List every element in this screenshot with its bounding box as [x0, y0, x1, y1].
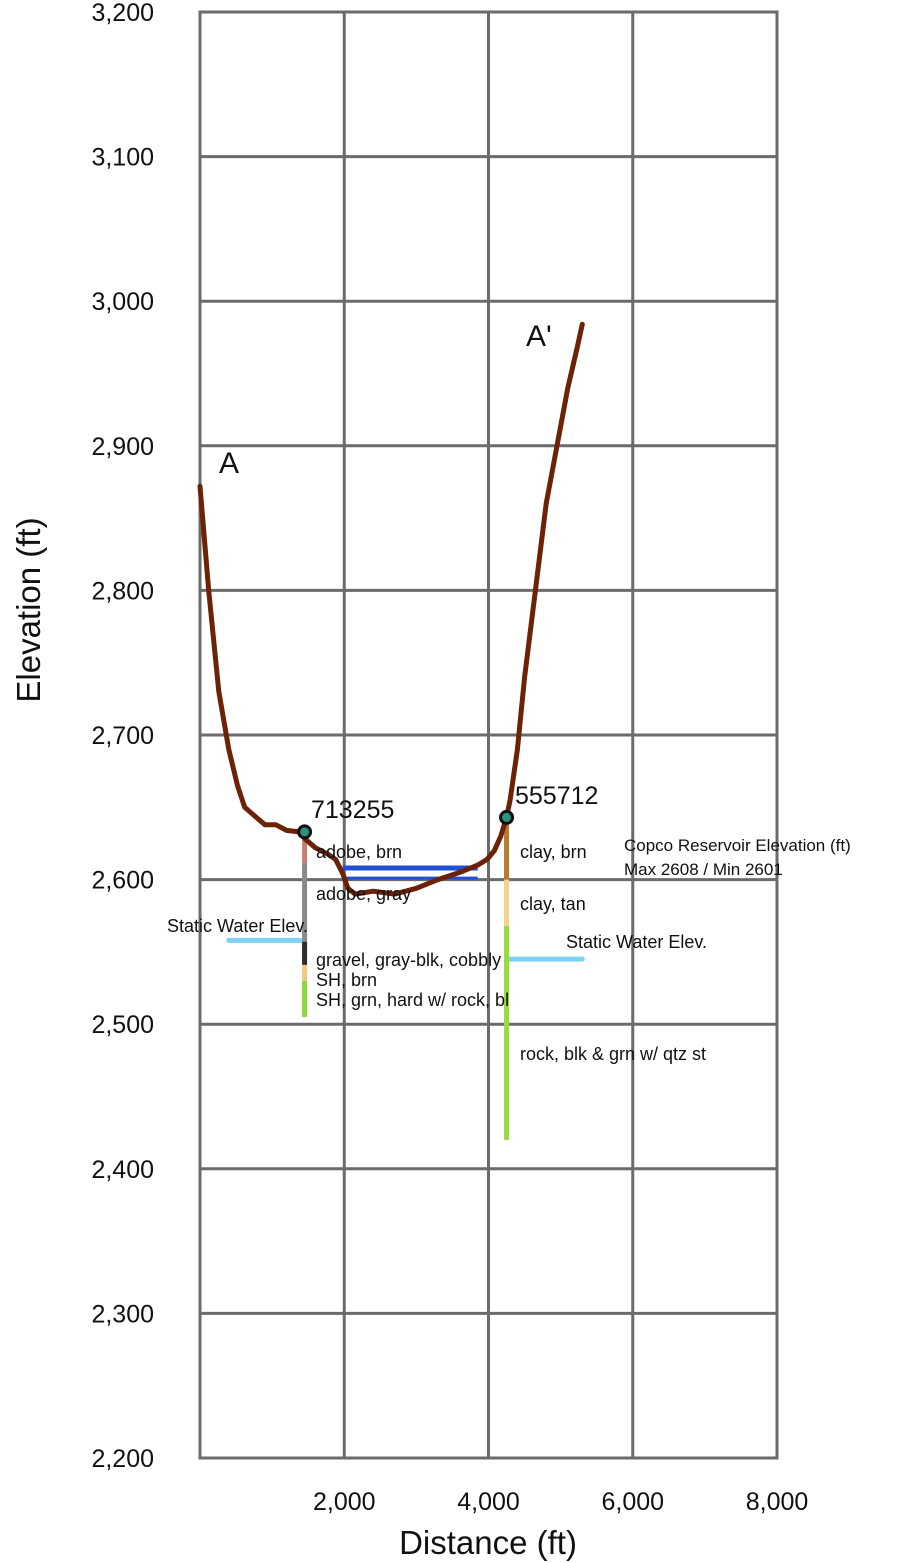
well-label-713255: 713255 — [311, 796, 394, 824]
layer-label-sh-grn: SH, grn, hard w/ rock, bl — [316, 990, 509, 1010]
y-tick-label: 2,800 — [91, 577, 154, 605]
static-water-label-right: Static Water Elev. — [566, 932, 707, 952]
well-marker — [501, 811, 513, 823]
y-tick-label: 2,200 — [91, 1445, 154, 1473]
x-tick-labels: 2,000 4,000 6,000 8,000 — [313, 1488, 808, 1516]
reservoir-label-line2: Max 2608 / Min 2601 — [624, 860, 783, 879]
layer-label-rock: rock, blk & grn w/ qtz st — [520, 1044, 706, 1064]
y-tick-label: 2,900 — [91, 433, 154, 461]
y-tick-label: 3,200 — [91, 0, 154, 27]
y-axis-title: Elevation (ft) — [10, 517, 47, 702]
layer-label-adobe-brn: adobe, brn — [316, 842, 402, 862]
y-tick-label: 2,300 — [91, 1300, 154, 1328]
y-tick-label: 3,100 — [91, 144, 154, 172]
y-tick-label: 2,600 — [91, 867, 154, 895]
section-label-end: A' — [526, 320, 552, 353]
x-tick-label: 6,000 — [601, 1488, 664, 1516]
layer-label-clay-tan: clay, tan — [520, 894, 586, 914]
layer-label-sh-brn: SH, brn — [316, 970, 377, 990]
y-tick-label: 2,700 — [91, 722, 154, 750]
grid — [200, 12, 777, 1458]
layer-label-adobe-gray: adobe, gray — [316, 884, 411, 904]
section-label-start: A — [219, 447, 239, 480]
well-label-555712: 555712 — [515, 782, 598, 810]
y-tick-label: 2,400 — [91, 1156, 154, 1184]
y-tick-label: 3,000 — [91, 288, 154, 316]
y-tick-labels: 2,200 2,300 2,400 2,500 2,600 2,700 2,800 2,900… — [91, 0, 154, 1473]
x-tick-label: 8,000 — [746, 1488, 809, 1516]
x-tick-label: 4,000 — [457, 1488, 520, 1516]
y-tick-label: 2,500 — [91, 1011, 154, 1039]
x-axis-title: Distance (ft) — [399, 1524, 577, 1561]
layer-label-clay-brn: clay, brn — [520, 842, 587, 862]
well-marker — [299, 826, 311, 838]
layer-label-gravel: gravel, gray-blk, cobbly — [316, 950, 501, 970]
x-tick-label: 2,000 — [313, 1488, 376, 1516]
reservoir-label-line1: Copco Reservoir Elevation (ft) — [624, 836, 851, 855]
static-water-label-left: Static Water Elev. — [167, 916, 308, 936]
